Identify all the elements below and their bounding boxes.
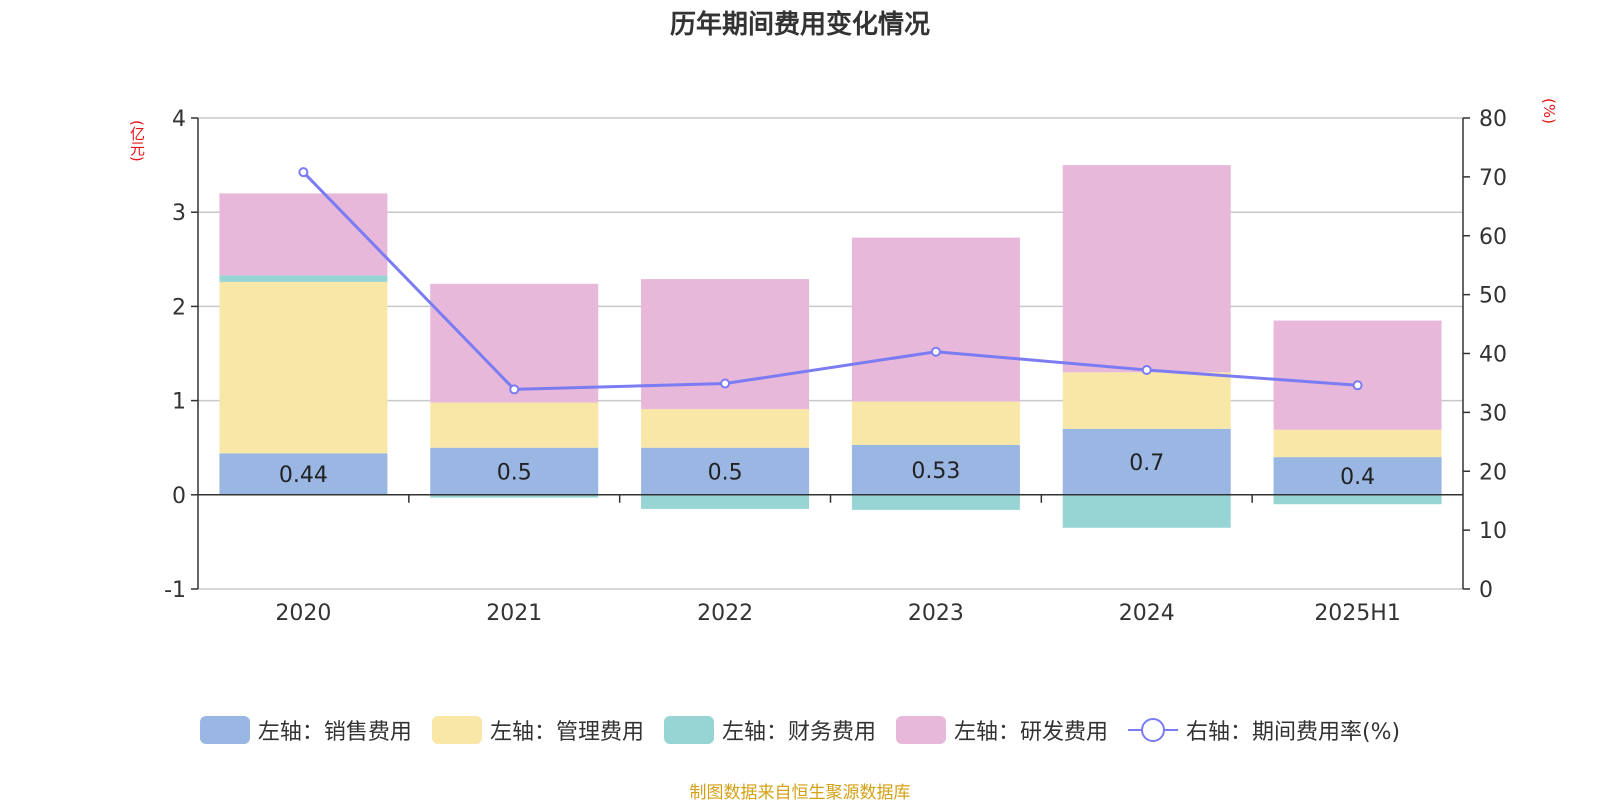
data-source-note: 制图数据来自恒生聚源数据库 [689, 783, 911, 803]
legend-label-finance: 左轴：财务费用 [721, 720, 876, 745]
category-label-2021: 2021 [486, 601, 542, 626]
left-axis-unit-text: (亿元) [128, 120, 146, 162]
bar-rd-2021 [430, 283, 599, 403]
bar-admin-2025H1 [1273, 429, 1442, 458]
right-axis-tick-label: 80 [1479, 107, 1507, 132]
point-rate-2025H1 [1352, 380, 1363, 391]
legend-item-rate[interactable]: 右轴：期间费用率(%) [1127, 714, 1401, 746]
category-label-2020: 2020 [275, 601, 331, 626]
legend-swatch-rd [895, 716, 946, 744]
point-rate-2023 [930, 346, 941, 357]
category-label-2024: 2024 [1119, 601, 1175, 626]
data-label-sales-2025H1: 0.4 [1340, 465, 1375, 490]
point-rate-2024 [1141, 364, 1152, 375]
left-axis-tick-label: 0 [172, 484, 186, 509]
left-axis-tick-label: 4 [172, 107, 186, 132]
bar-sales-2020 [219, 453, 388, 495]
bar-sales-2023 [851, 444, 1020, 495]
bar-finance-2022 [641, 494, 810, 509]
point-rate-2022 [720, 378, 731, 389]
legend-swatch-sales [199, 716, 250, 744]
bar-finance-2024 [1062, 494, 1231, 528]
right-axis-tick-label: 60 [1479, 225, 1507, 250]
legend-swatch-finance [663, 716, 714, 744]
right-axis-tick-label: 50 [1479, 284, 1507, 309]
legend-item-rd[interactable]: 左轴：研发费用 [895, 714, 1108, 746]
data-label-sales-2020: 0.44 [279, 463, 328, 488]
right-axis-tick-label: 20 [1479, 460, 1507, 485]
point-rate-2021 [509, 384, 520, 395]
bar-admin-2020 [219, 281, 388, 454]
bar-admin-2021 [430, 402, 599, 448]
legend-item-finance[interactable]: 左轴：财务费用 [663, 714, 876, 746]
bar-rd-2020 [219, 193, 388, 276]
line-rate [302, 171, 1358, 391]
legend-label-admin: 左轴：管理费用 [489, 720, 644, 745]
bar-finance-2021 [430, 494, 599, 498]
bar-admin-2023 [851, 401, 1020, 445]
bar-finance-2023 [851, 494, 1020, 510]
legend-item-admin[interactable]: 左轴：管理费用 [431, 714, 644, 746]
data-label-sales-2022: 0.5 [708, 460, 743, 485]
bar-rd-2024 [1062, 165, 1231, 373]
right-axis-unit: (%) [1540, 98, 1558, 124]
category-label-2022: 2022 [697, 601, 753, 626]
right-axis-tick-label: 10 [1479, 519, 1507, 544]
legend-item-sales[interactable]: 左轴：销售费用 [199, 714, 412, 746]
left-axis-tick-label: 1 [172, 390, 186, 415]
right-axis-tick-label: 70 [1479, 166, 1507, 191]
right-axis-tick-label: 30 [1479, 401, 1507, 426]
data-label-sales-2023: 0.53 [911, 459, 960, 484]
bar-finance-2020 [219, 275, 388, 282]
legend-label-sales: 左轴：销售费用 [257, 720, 412, 745]
left-axis-tick-label: -1 [164, 578, 186, 603]
data-label-sales-2024: 0.7 [1129, 451, 1164, 476]
bar-rd-2023 [851, 237, 1020, 402]
bar-sales-2021 [430, 447, 599, 495]
left-axis-tick-label: 3 [172, 201, 186, 226]
legend-label-rate: 右轴：期间费用率(%) [1185, 720, 1401, 745]
bar-admin-2024 [1062, 372, 1231, 429]
legend-line-rate-icon [1127, 716, 1178, 744]
right-axis-tick-label: 0 [1479, 578, 1493, 603]
left-axis-unit: (亿元) [127, 120, 149, 170]
legend: 左轴：销售费用 左轴：管理费用 左轴：财务费用 左轴：研发费用 右轴：期间费用率… [0, 714, 1600, 746]
chart-title: 历年期间费用变化情况 [669, 10, 930, 40]
bar-sales-2022 [641, 447, 810, 495]
bar-sales-2024 [1062, 428, 1231, 495]
category-label-2025H1: 2025H1 [1314, 601, 1401, 626]
legend-swatch-admin [431, 716, 482, 744]
bar-admin-2022 [641, 409, 810, 448]
bar-finance-2025H1 [1273, 494, 1442, 505]
bar-rd-2022 [641, 279, 810, 410]
left-axis-tick-label: 2 [172, 295, 186, 320]
data-label-sales-2021: 0.5 [497, 460, 532, 485]
bar-rd-2025H1 [1273, 320, 1442, 430]
category-label-2023: 2023 [908, 601, 964, 626]
legend-label-rd: 左轴：研发费用 [953, 720, 1108, 745]
bar-sales-2025H1 [1273, 457, 1442, 495]
right-axis-tick-label: 40 [1479, 343, 1507, 368]
point-rate-2020 [298, 167, 309, 178]
